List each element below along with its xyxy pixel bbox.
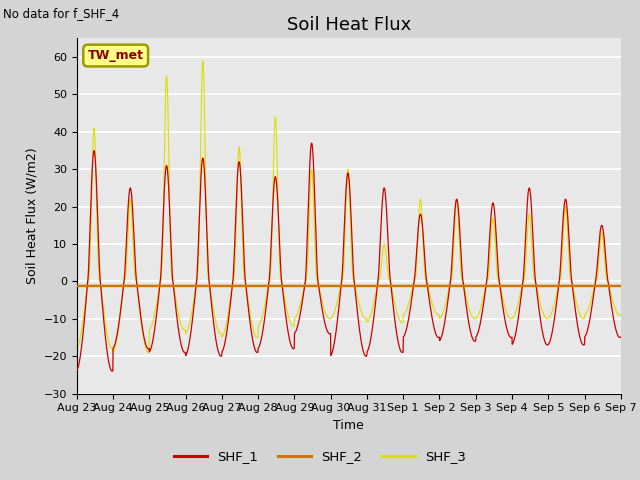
Text: TW_met: TW_met [88, 49, 144, 62]
Text: No data for f_SHF_4: No data for f_SHF_4 [3, 7, 120, 20]
X-axis label: Time: Time [333, 419, 364, 432]
Title: Soil Heat Flux: Soil Heat Flux [287, 16, 411, 34]
Legend: SHF_1, SHF_2, SHF_3: SHF_1, SHF_2, SHF_3 [168, 445, 472, 468]
Y-axis label: Soil Heat Flux (W/m2): Soil Heat Flux (W/m2) [25, 148, 38, 284]
